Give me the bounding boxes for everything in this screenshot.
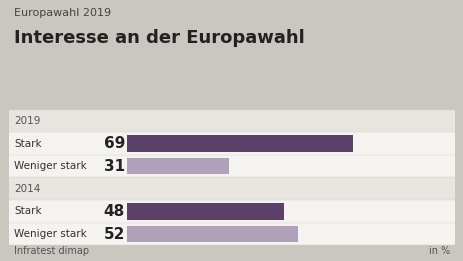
Text: in %: in % — [428, 246, 449, 256]
Text: Europawahl 2019: Europawahl 2019 — [14, 8, 111, 18]
Text: Stark: Stark — [14, 206, 42, 216]
Text: Interesse an der Europawahl: Interesse an der Europawahl — [14, 29, 304, 47]
Text: 2019: 2019 — [14, 116, 40, 126]
Text: 52: 52 — [103, 227, 125, 241]
Text: Weniger stark: Weniger stark — [14, 229, 87, 239]
Text: 31: 31 — [104, 159, 125, 174]
Text: 2014: 2014 — [14, 184, 40, 194]
Text: Infratest dimap: Infratest dimap — [14, 246, 89, 256]
Text: Stark: Stark — [14, 139, 42, 149]
Text: 48: 48 — [104, 204, 125, 219]
Text: Weniger stark: Weniger stark — [14, 161, 87, 171]
Text: 69: 69 — [103, 136, 125, 151]
